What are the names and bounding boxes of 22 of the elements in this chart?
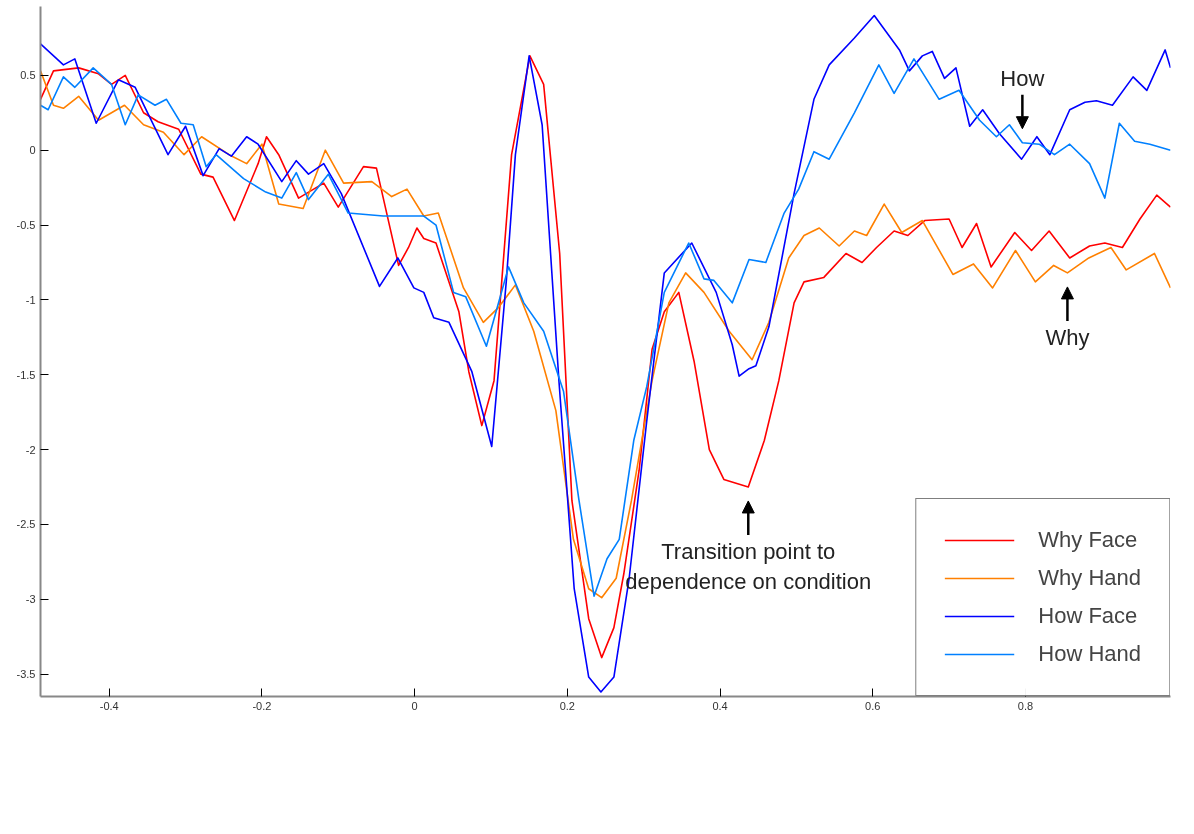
legend-label: How Face bbox=[1038, 603, 1138, 629]
y-tick-label: -2 bbox=[25, 443, 36, 456]
x-tick-label: 0.8 bbox=[1017, 699, 1034, 712]
legend-label: Why Face bbox=[1038, 527, 1138, 553]
annotation: Why bbox=[1045, 324, 1090, 350]
y-tick-label: -3.5 bbox=[16, 668, 36, 681]
annotation: How bbox=[1000, 65, 1045, 91]
y-tick-label: -1 bbox=[25, 293, 36, 306]
x-tick-label: -0.4 bbox=[99, 699, 119, 712]
x-tick-label: 0.4 bbox=[712, 699, 728, 712]
y-tick-label: -1.5 bbox=[16, 368, 36, 381]
x-tick-label: 0.6 bbox=[865, 699, 881, 712]
y-tick-label: -0.5 bbox=[16, 219, 36, 232]
y-tick-label: -2.5 bbox=[16, 518, 36, 531]
y-tick-label: 0 bbox=[29, 144, 36, 157]
x-tick-label: 0 bbox=[411, 699, 418, 712]
y-tick-label: 0.5 bbox=[20, 69, 36, 82]
legend-label: How Hand bbox=[1038, 641, 1141, 667]
legend-label: Why Hand bbox=[1038, 565, 1141, 591]
x-tick-label: 0.2 bbox=[559, 699, 575, 712]
x-tick-label: -0.2 bbox=[252, 699, 272, 712]
y-tick-label: -3 bbox=[25, 593, 36, 606]
